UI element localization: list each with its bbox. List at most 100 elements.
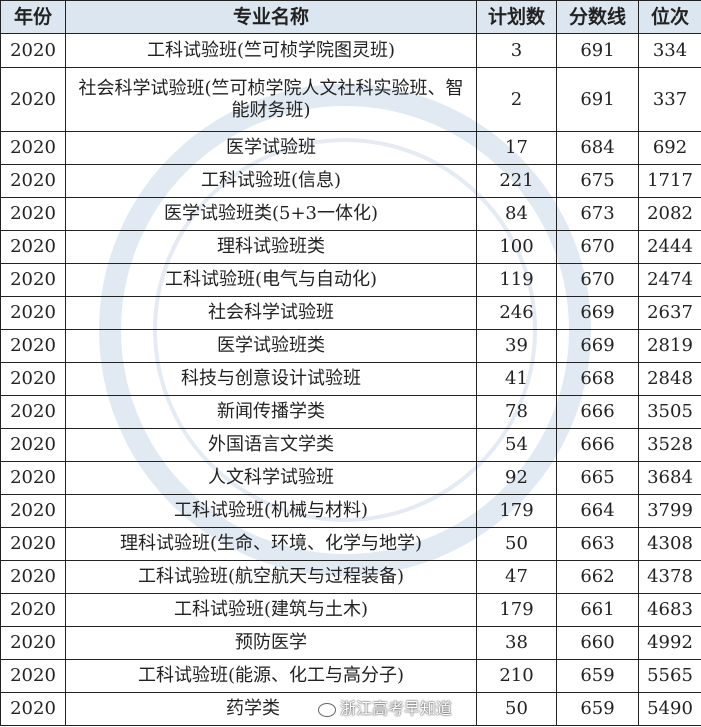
cell-year: 2020 [0,263,66,297]
cell-major: 医学试验班类(5+3一体化) [65,197,477,231]
cell-plan: 41 [476,362,557,396]
cell-plan: 39 [476,329,557,363]
cell-major: 医学试验班 [65,131,477,165]
cell-rank: 4992 [638,626,701,660]
table-row: 2020 工科试验班(航空航天与过程装备) 47 662 4378 [0,560,701,594]
cell-major: 医学试验班类 [65,329,477,363]
cell-plan: 50 [476,692,557,726]
table-row: 2020 工科试验班(竺可桢学院图灵班) 3 691 334 [0,33,701,68]
cell-score: 668 [556,362,639,396]
table-row: 2020 社会科学试验班(竺可桢学院人文社科实验班、智能财务班) 2 691 337 [0,67,701,132]
cell-score: 673 [556,197,639,231]
cell-major: 理科试验班类 [65,230,477,264]
cell-major: 工科试验班(机械与材料) [65,494,477,528]
cell-plan: 17 [476,131,557,165]
table-row: 2020 外国语言文学类 54 666 3528 [0,428,701,462]
cell-rank: 3684 [638,461,701,495]
cell-major: 工科试验班(竺可桢学院图灵班) [65,33,477,68]
cell-major: 预防医学 [65,626,477,660]
table-row: 2020 预防医学 38 660 4992 [0,626,701,660]
cell-plan: 179 [476,494,557,528]
cell-rank: 5565 [638,659,701,693]
cell-major: 工科试验班(信息) [65,164,477,198]
table-row: 2020 工科试验班(机械与材料) 179 664 3799 [0,494,701,528]
cell-plan: 221 [476,164,557,198]
footer-watermark: 浙江高考早知道 [318,699,452,719]
cell-score: 659 [556,692,639,726]
cell-plan: 92 [476,461,557,495]
cell-major: 社会科学试验班 [65,296,477,330]
cell-year: 2020 [0,329,66,363]
cell-major: 外国语言文学类 [65,428,477,462]
cell-plan: 100 [476,230,557,264]
cell-score: 662 [556,560,639,594]
footer-watermark-text: 浙江高考早知道 [340,699,453,718]
cell-plan: 210 [476,659,557,693]
cell-score: 666 [556,395,639,429]
cell-plan: 2 [476,67,557,132]
cell-rank: 2474 [638,263,701,297]
cell-major: 工科试验班(电气与自动化) [65,263,477,297]
table-row: 2020 工科试验班(能源、化工与高分子) 210 659 5565 [0,659,701,693]
cell-year: 2020 [0,230,66,264]
cell-major: 工科试验班(建筑与土木) [65,593,477,627]
table-row: 2020 医学试验班类(5+3一体化) 84 673 2082 [0,197,701,231]
cell-plan: 38 [476,626,557,660]
cell-rank: 334 [638,33,701,68]
cell-rank: 3505 [638,395,701,429]
cell-plan: 54 [476,428,557,462]
cell-rank: 2848 [638,362,701,396]
table-row: 2020 人文科学试验班 92 665 3684 [0,461,701,495]
cell-year: 2020 [0,296,66,330]
cell-year: 2020 [0,197,66,231]
table-row: 2020 药学类 50 659 5490 [0,692,701,726]
cell-rank: 5490 [638,692,701,726]
cell-score: 675 [556,164,639,198]
table-row: 2020 医学试验班类 39 669 2819 [0,329,701,363]
cell-score: 691 [556,33,639,68]
cell-score: 691 [556,67,639,132]
cell-major: 药学类 [65,692,477,726]
cell-year: 2020 [0,428,66,462]
cell-year: 2020 [0,164,66,198]
header-row: 年份 专业名称 计划数 分数线 位次 [0,0,701,34]
cell-score: 666 [556,428,639,462]
table-row: 2020 工科试验班(建筑与土木) 179 661 4683 [0,593,701,627]
cell-year: 2020 [0,461,66,495]
cell-rank: 692 [638,131,701,165]
cell-rank: 4378 [638,560,701,594]
cell-year: 2020 [0,33,66,68]
header-major: 专业名称 [65,0,477,34]
cell-rank: 3528 [638,428,701,462]
cell-rank: 1717 [638,164,701,198]
cell-major: 新闻传播学类 [65,395,477,429]
cell-score: 660 [556,626,639,660]
cell-rank: 337 [638,67,701,132]
cell-plan: 119 [476,263,557,297]
cell-score: 670 [556,230,639,264]
cell-year: 2020 [0,67,66,132]
cell-major: 人文科学试验班 [65,461,477,495]
cell-rank: 3799 [638,494,701,528]
cell-major: 理科试验班(生命、环境、化学与地学) [65,527,477,561]
cell-plan: 50 [476,527,557,561]
table-row: 2020 新闻传播学类 78 666 3505 [0,395,701,429]
cell-year: 2020 [0,593,66,627]
cell-major: 社会科学试验班(竺可桢学院人文社科实验班、智能财务班) [65,67,477,132]
cell-score: 684 [556,131,639,165]
cell-rank: 2082 [638,197,701,231]
cell-rank: 2444 [638,230,701,264]
cell-rank: 2819 [638,329,701,363]
header-year: 年份 [0,0,66,34]
cell-plan: 78 [476,395,557,429]
table-row: 2020 社会科学试验班 246 669 2637 [0,296,701,330]
table-row: 2020 理科试验班类 100 670 2444 [0,230,701,264]
cell-plan: 84 [476,197,557,231]
cell-plan: 3 [476,33,557,68]
cell-plan: 179 [476,593,557,627]
cell-rank: 4308 [638,527,701,561]
cell-major: 工科试验班(航空航天与过程装备) [65,560,477,594]
cell-score: 659 [556,659,639,693]
cell-year: 2020 [0,395,66,429]
